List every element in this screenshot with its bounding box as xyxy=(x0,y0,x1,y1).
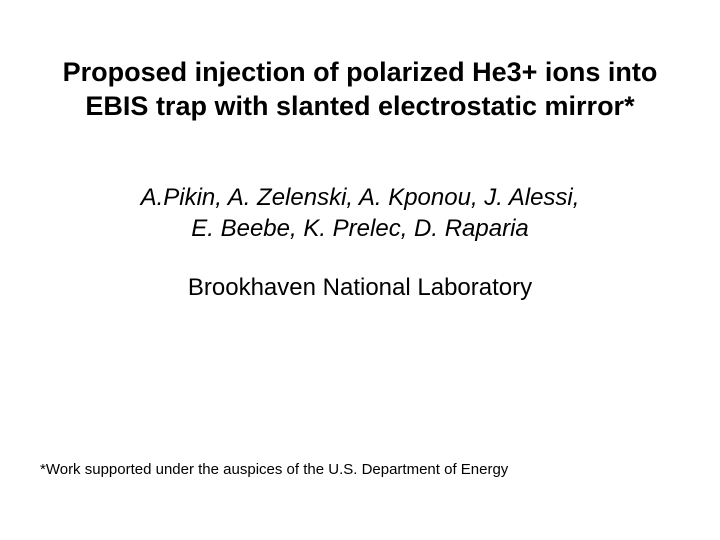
footnote-text: *Work supported under the auspices of th… xyxy=(40,461,508,478)
authors-line-2: E. Beebe, K. Prelec, D. Raparia xyxy=(40,213,680,244)
authors-line-1: A.Pikin, A. Zelenski, A. Kponou, J. Ales… xyxy=(40,182,680,213)
title-line-2: EBIS trap with slanted electrostatic mir… xyxy=(40,90,680,124)
authors-block: A.Pikin, A. Zelenski, A. Kponou, J. Ales… xyxy=(40,182,680,244)
slide-title: Proposed injection of polarized He3+ ion… xyxy=(40,56,680,124)
affiliation-text: Brookhaven National Laboratory xyxy=(40,274,680,302)
title-line-1: Proposed injection of polarized He3+ ion… xyxy=(40,56,680,90)
slide-container: Proposed injection of polarized He3+ ion… xyxy=(0,0,720,540)
